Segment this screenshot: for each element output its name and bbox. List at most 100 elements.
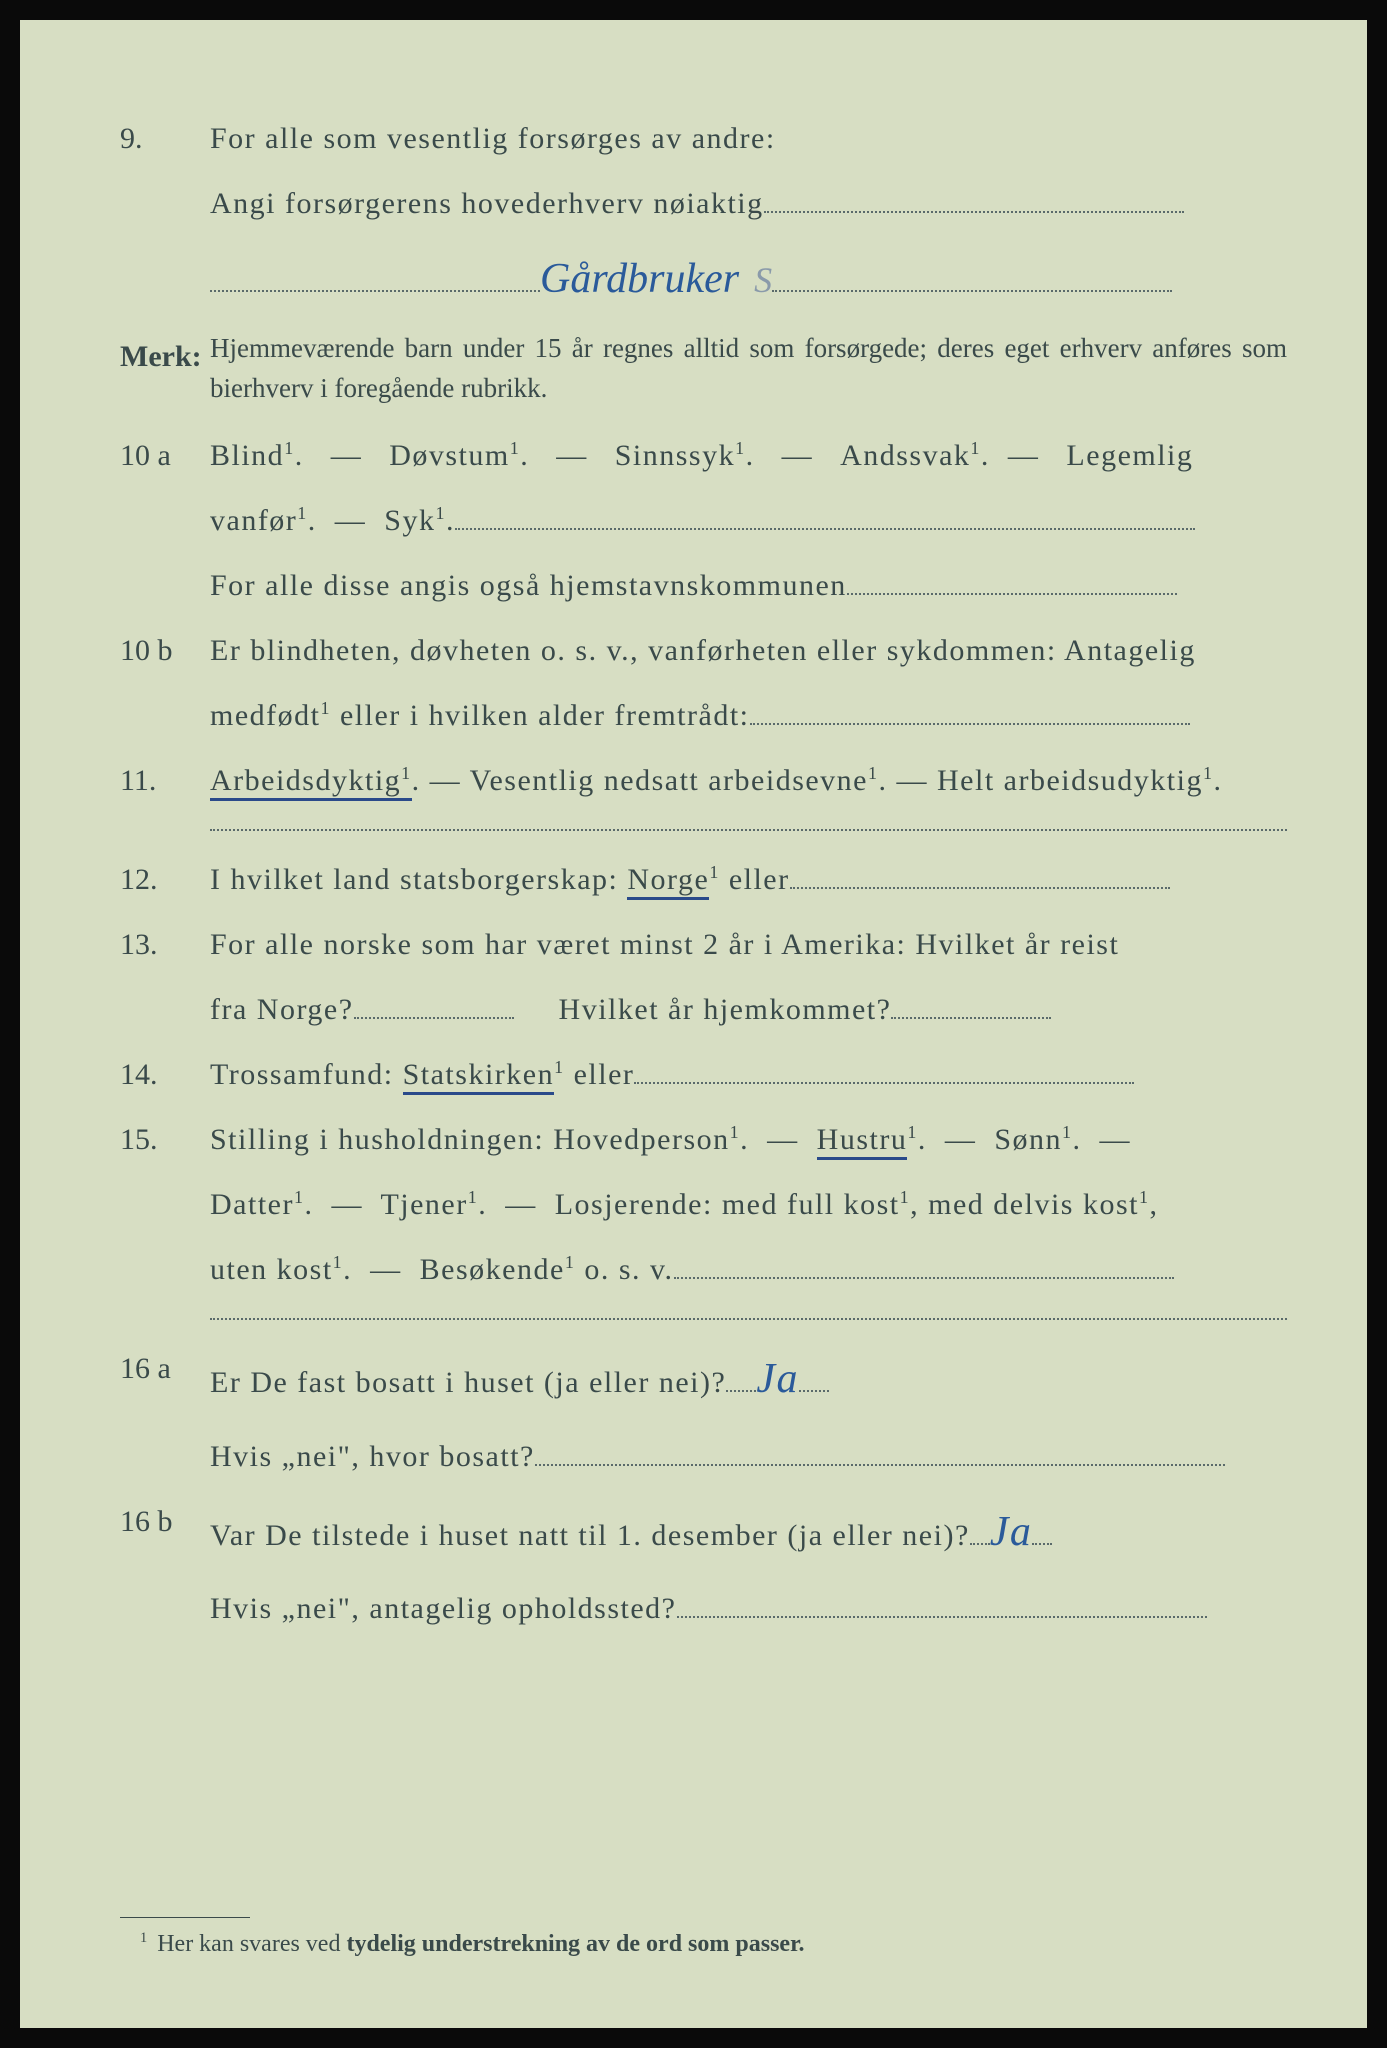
- q12-number: 12.: [100, 851, 210, 908]
- footnote: 1Her kan svares ved tydelig understrekni…: [140, 1930, 1287, 1958]
- q9-text2: Angi forsørgerens hovederhverv nøiaktig: [210, 175, 1287, 232]
- q11-arbeidsdyktig: Arbeidsdyktig1: [210, 764, 412, 801]
- q11-number: 11.: [100, 752, 210, 809]
- q15-losjerende: Losjerende: med full kost: [555, 1188, 900, 1221]
- footnote-text-b: tydelig understrekning av de ord som pas…: [346, 1931, 804, 1957]
- q13-text1: For alle norske som har været minst 2 år…: [210, 916, 1287, 973]
- q9-row2: Angi forsørgerens hovederhverv nøiaktig: [100, 175, 1287, 232]
- q10a-row3: For alle disse angis også hjemstavnskomm…: [100, 557, 1287, 614]
- q15-text2: Datter1. — Tjener1. — Losjerende: med fu…: [210, 1176, 1287, 1233]
- merk-text: Hjemmeværende barn under 15 år regnes al…: [210, 328, 1287, 409]
- q13-fra-norge: fra Norge?: [210, 993, 354, 1026]
- q9-answer-line: Gårdbruker S: [210, 240, 1287, 320]
- q10a-blank2: [847, 593, 1177, 595]
- q13-blank2: [891, 1017, 1051, 1019]
- q15-uten-kost: uten kost: [210, 1253, 333, 1286]
- q16a-row1: 16 a Er De fast bosatt i huset (ja eller…: [100, 1340, 1287, 1420]
- q14-number: 14.: [100, 1046, 210, 1103]
- q9-blank-right: [772, 290, 1172, 292]
- q16b-row1: 16 b Var De tilstede i huset natt til 1.…: [100, 1493, 1287, 1573]
- q16b-blank: [677, 1616, 1207, 1618]
- q13-row2: fra Norge? Hvilket år hjemkommet?: [100, 981, 1287, 1038]
- q11-row: 11. Arbeidsdyktig1. — Vesentlig nedsatt …: [100, 752, 1287, 809]
- q16a-number: 16 a: [100, 1340, 210, 1397]
- opt-andssvak: Andssvak: [840, 439, 970, 472]
- form-page: 9. For alle som vesentlig forsørges av a…: [20, 20, 1367, 2028]
- merk-label: Merk:: [100, 328, 210, 385]
- q16a-blank: [535, 1464, 1225, 1466]
- q16b-text2: Hvis „nei", antagelig opholdssted?: [210, 1580, 1287, 1637]
- q14-text: Trossamfund: Statskirken1 eller: [210, 1046, 1287, 1103]
- q12-blank: [790, 887, 1170, 889]
- q15-sonn: Sønn: [994, 1123, 1062, 1156]
- q10b-number: 10 b: [100, 622, 210, 679]
- q13-blank1: [354, 1017, 514, 1019]
- q9-row3: Gårdbruker S: [100, 240, 1287, 320]
- opt-dovstum: Døvstum: [389, 439, 510, 472]
- q10a-row2: vanfør1. — Syk1.: [100, 492, 1287, 549]
- q16a-text2: Hvis „nei", hvor bosatt?: [210, 1428, 1287, 1485]
- opt-legemlig: Legemlig: [1066, 439, 1193, 472]
- q10b-text1: Er blindheten, døvheten o. s. v., vanfør…: [210, 622, 1287, 679]
- q12-text: I hvilket land statsborgerskap: Norge1 e…: [210, 851, 1287, 908]
- divider-line-1: [210, 829, 1287, 831]
- q9-text1: For alle som vesentlig forsørges av andr…: [210, 110, 1287, 167]
- q16b-prompt: Var De tilstede i huset natt til 1. dese…: [210, 1519, 970, 1552]
- q14-statskirken: Statskirken: [403, 1058, 555, 1095]
- q10b-text2: medfødt1 eller i hvilken alder fremtrådt…: [210, 687, 1287, 744]
- q9-handwritten-suffix: S: [754, 260, 772, 300]
- opt-sinnssyk: Sinnssyk: [615, 439, 735, 472]
- q13-text2: fra Norge? Hvilket år hjemkommet?: [210, 981, 1287, 1038]
- q14-eller: eller: [565, 1058, 635, 1091]
- q9-number: 9.: [100, 110, 210, 167]
- q16b-answer: Ja: [990, 1509, 1033, 1555]
- q16b-row2: Hvis „nei", antagelig opholdssted?: [100, 1580, 1287, 1637]
- q10a-line3-text: For alle disse angis også hjemstavnskomm…: [210, 569, 847, 602]
- footnote-rule: [120, 1917, 250, 1918]
- q16b-number: 16 b: [100, 1493, 210, 1550]
- q13-row1: 13. For alle norske som har været minst …: [100, 916, 1287, 973]
- q15-datter: Datter: [210, 1188, 294, 1221]
- q9-prompt: Angi forsørgerens hovederhverv nøiaktig: [210, 187, 764, 220]
- q15-label: Stilling i husholdningen: Hovedperson: [210, 1123, 730, 1156]
- q10a-hjemstavn: For alle disse angis også hjemstavnskomm…: [210, 557, 1287, 614]
- q15-text3: uten kost1. — Besøkende1 o. s. v.: [210, 1241, 1287, 1298]
- footnote-marker: 1: [140, 1930, 147, 1946]
- q9-blank1: [764, 211, 1184, 213]
- q16a-prompt: Er De fast bosatt i huset (ja eller nei)…: [210, 1366, 726, 1399]
- q12-eller: eller: [720, 863, 790, 896]
- q10b-row1: 10 b Er blindheten, døvheten o. s. v., v…: [100, 622, 1287, 679]
- merk-row: Merk: Hjemmeværende barn under 15 år reg…: [100, 328, 1287, 409]
- q10a-row1: 10 a Blind1. — Døvstum1. — Sinnssyk1. — …: [100, 427, 1287, 484]
- q9-blank-left: [210, 290, 540, 292]
- q16a-answer: Ja: [756, 1356, 799, 1402]
- q14-row: 14. Trossamfund: Statskirken1 eller: [100, 1046, 1287, 1103]
- q11-mid: . — Vesentlig nedsatt arbeidsevne: [412, 764, 868, 797]
- q15-hustru: Hustru: [817, 1123, 908, 1160]
- q15-row1: 15. Stilling i husholdningen: Hovedperso…: [100, 1111, 1287, 1168]
- q16a-row2: Hvis „nei", hvor bosatt?: [100, 1428, 1287, 1485]
- q9-handwritten: Gårdbruker: [540, 256, 739, 302]
- divider-line-2: [210, 1318, 1287, 1320]
- q15-text1: Stilling i husholdningen: Hovedperson1. …: [210, 1111, 1287, 1168]
- q12-norge: Norge: [627, 863, 709, 900]
- q15-blank: [674, 1277, 1174, 1279]
- q10b-row2: medfødt1 eller i hvilken alder fremtrådt…: [100, 687, 1287, 744]
- q15-osv: o. s. v.: [575, 1253, 673, 1286]
- q10a-opts: Blind1. — Døvstum1. — Sinnssyk1. — Andss…: [210, 427, 1287, 484]
- q15-number: 15.: [100, 1111, 210, 1168]
- q11-text: Arbeidsdyktig1. — Vesentlig nedsatt arbe…: [210, 752, 1287, 809]
- q10b-medfodt: medfødt: [210, 699, 320, 732]
- q16b-hvis-nei: Hvis „nei", antagelig opholdssted?: [210, 1592, 677, 1625]
- q15-row3: uten kost1. — Besøkende1 o. s. v.: [100, 1241, 1287, 1298]
- q13-hjemkommet: Hvilket år hjemkommet?: [559, 993, 892, 1026]
- opt-vanfor: vanfør: [210, 504, 297, 537]
- q14-label: Trossamfund:: [210, 1058, 403, 1091]
- q16b-text1: Var De tilstede i huset natt til 1. dese…: [210, 1493, 1287, 1573]
- q15-tjener: Tjener: [380, 1188, 467, 1221]
- opt-syk: Syk: [384, 504, 435, 537]
- q10b-alder: eller i hvilken alder fremtrådt:: [331, 699, 750, 732]
- q10a-blank: [455, 528, 1195, 530]
- q10a-number: 10 a: [100, 427, 210, 484]
- q13-number: 13.: [100, 916, 210, 973]
